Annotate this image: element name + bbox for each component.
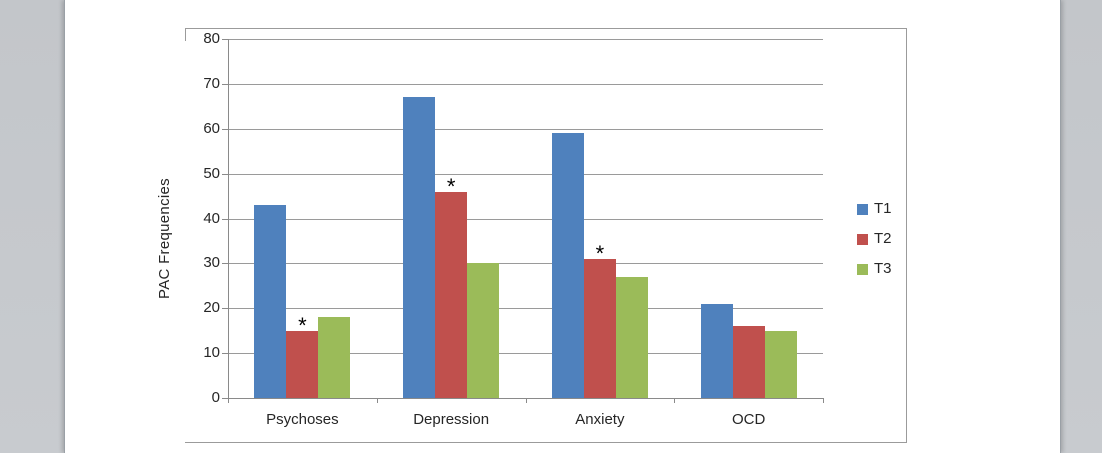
y-axis-line [228,39,229,398]
significance-asterisk: * [298,312,307,338]
y-tick-label: 40 [203,209,220,227]
significance-asterisk: * [595,240,605,266]
category-label: Anxiety [575,411,625,428]
bar-T3-Anxiety [615,276,648,398]
bar-T1-OCD [700,303,733,398]
y-gridline [228,128,823,130]
category-label: OCD [731,411,766,428]
bar-T2-OCD [732,326,765,398]
y-tick-label: 0 [211,389,220,406]
y-gridline [228,83,823,85]
legend-label: T2 [874,230,892,247]
bar-T3-Psychoses [318,317,351,398]
x-axis-tick [376,398,378,403]
legend-swatch-icon [857,263,868,275]
chart-frame-corner [185,29,186,41]
y-axis-tick [222,263,228,265]
bar-T3-Depression [467,263,500,398]
y-tick-label: 80 [203,30,220,47]
y-gridline [228,218,823,220]
x-axis-tick [674,398,676,403]
y-axis-tick [222,353,228,355]
legend-swatch-icon [857,203,868,215]
y-axis-tick [222,398,228,399]
y-tick-label: 60 [203,119,220,137]
legend-swatch-icon [857,233,868,245]
y-tick-label: 10 [203,344,220,362]
significance-asterisk: * [446,173,456,199]
bar-T1-Anxiety [551,133,584,398]
y-axis-tick [222,128,228,130]
y-axis-tick [222,39,228,40]
bar-T3-OCD [764,330,797,398]
y-axis-tick [222,173,228,175]
legend-item-T2: T2 [857,231,892,247]
bar-T1-Psychoses [254,205,287,398]
legend-label: T1 [874,200,892,217]
y-tick-label: 20 [203,299,220,317]
legend-label: T3 [874,260,892,277]
y-gridline [228,263,823,265]
y-axis-tick [222,308,228,310]
category-label: Depression [413,411,490,428]
y-gridline [228,173,823,175]
legend-item-T3: T3 [857,261,892,277]
x-axis-tick [228,398,229,403]
chart-object[interactable]: PAC Frequencies T1 T2 T3 0 10 20 30 40 50 60 70 80… [156,28,907,443]
bar-T2-Anxiety [583,258,616,398]
y-tick-label: 70 [203,74,220,92]
y-axis-tick [222,218,228,220]
bar-T2-Depression [435,191,468,398]
y-tick-label: 50 [203,164,220,182]
y-gridline [228,39,823,40]
y-axis-title: PAC Frequencies [156,178,173,300]
legend-item-T1: T1 [857,201,892,217]
category-label: Psychoses [266,411,339,428]
y-axis-tick [222,83,228,85]
bar-T1-Depression [403,97,436,398]
y-gridline [228,353,823,355]
y-tick-label: 30 [203,254,220,272]
x-axis-tick [525,398,527,403]
x-axis-tick [823,398,824,403]
y-gridline [228,308,823,310]
bar-T2-Psychoses [286,330,319,398]
